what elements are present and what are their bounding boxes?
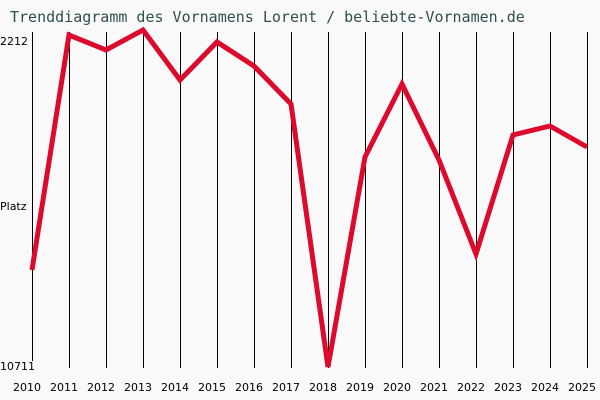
x-tick-label-2014: 2014 [161, 381, 189, 394]
x-tick-label-2017: 2017 [272, 381, 300, 394]
vertical-gridlines [32, 32, 588, 368]
x-tick-label-2016: 2016 [235, 381, 263, 394]
x-tick-label-2021: 2021 [420, 381, 448, 394]
x-tick-label-2018: 2018 [309, 381, 337, 394]
x-tick-label-2024: 2024 [531, 381, 559, 394]
x-tick-label-2011: 2011 [50, 381, 78, 394]
x-tick-label-2012: 2012 [87, 381, 115, 394]
chart-title: Trenddiagramm des Vornamens Lorent / bel… [10, 8, 525, 26]
x-tick-label-2022: 2022 [457, 381, 485, 394]
x-tick-label-2023: 2023 [494, 381, 522, 394]
trend-line [29, 26, 589, 368]
y-axis-title: Platz [0, 200, 27, 213]
y-axis-bottom-label: 10711 [0, 360, 35, 373]
y-axis-top-label: 2212 [0, 35, 28, 48]
x-tick-label-2020: 2020 [383, 381, 411, 394]
x-tick-label-2010: 2010 [13, 381, 41, 394]
x-tick-label-2013: 2013 [124, 381, 152, 394]
x-tick-label-2019: 2019 [346, 381, 374, 394]
x-tick-label-2015: 2015 [198, 381, 226, 394]
x-tick-label-2025: 2025 [568, 381, 596, 394]
